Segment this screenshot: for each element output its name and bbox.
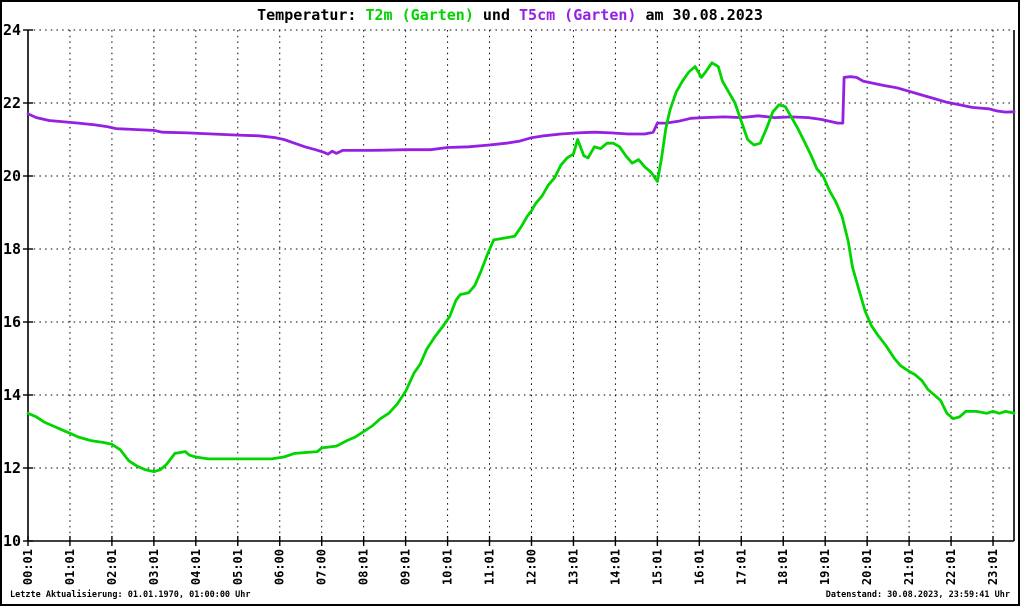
x-tick-label: 06:00 (273, 549, 287, 585)
t2m-series-line (26, 61, 1016, 474)
x-tick-label: 15:01 (650, 549, 664, 585)
y-tick-label: 12 (3, 459, 21, 477)
x-tick-label: 03:01 (147, 549, 161, 585)
last-update-text: Letzte Aktualisierung: 01.01.1970, 01:00… (10, 590, 251, 600)
title-prefix: Temperatur: (257, 6, 366, 24)
y-tick-label: 22 (3, 94, 21, 112)
chart-title: Temperatur: T2m (Garten) und T5cm (Garte… (2, 6, 1018, 24)
y-tick-label: 16 (3, 313, 21, 331)
x-tick-label: 05:01 (231, 549, 245, 585)
x-tick-label: 07:00 (315, 549, 329, 585)
x-tick-label: 08:01 (357, 549, 371, 585)
x-tick-label: 19:01 (818, 549, 832, 585)
x-tick-label: 22:01 (944, 549, 958, 585)
x-tick-label: 10:01 (441, 549, 455, 585)
x-tick-label: 21:01 (902, 549, 916, 585)
data-status-text: Datenstand: 30.08.2023, 23:59:41 Uhr (825, 590, 1010, 600)
y-tick-label: 20 (3, 167, 21, 185)
x-tick-label: 11:01 (483, 549, 497, 585)
y-tick-label: 24 (3, 21, 21, 39)
y-tick-label: 10 (3, 532, 21, 550)
x-tick-label: 09:01 (399, 549, 413, 585)
y-tick-label: 14 (3, 386, 21, 404)
x-tick-label: 02:01 (105, 549, 119, 585)
x-tick-label: 20:01 (860, 549, 874, 585)
x-tick-label: 12:00 (524, 549, 538, 585)
t5cm-series-line (26, 75, 1016, 156)
x-tick-label: 01:01 (63, 549, 77, 585)
x-tick-label: 14:01 (608, 549, 622, 585)
x-tick-label: 18:01 (776, 549, 790, 585)
title-series-t2m-label: T2m (Garten) (365, 6, 474, 24)
title-date: am 30.08.2023 (636, 6, 763, 24)
x-tick-label: 04:01 (189, 549, 203, 585)
x-tick-label: 23:01 (986, 549, 1000, 585)
x-tick-label: 00:01 (21, 549, 35, 585)
y-tick-label: 18 (3, 240, 21, 258)
title-conjunction: und (473, 6, 520, 24)
title-series-t5cm-label: T5cm (Garten) (519, 6, 637, 24)
x-tick-label: 13:01 (566, 549, 580, 585)
x-tick-label: 16:01 (692, 549, 706, 585)
x-tick-label: 17:01 (734, 549, 748, 585)
